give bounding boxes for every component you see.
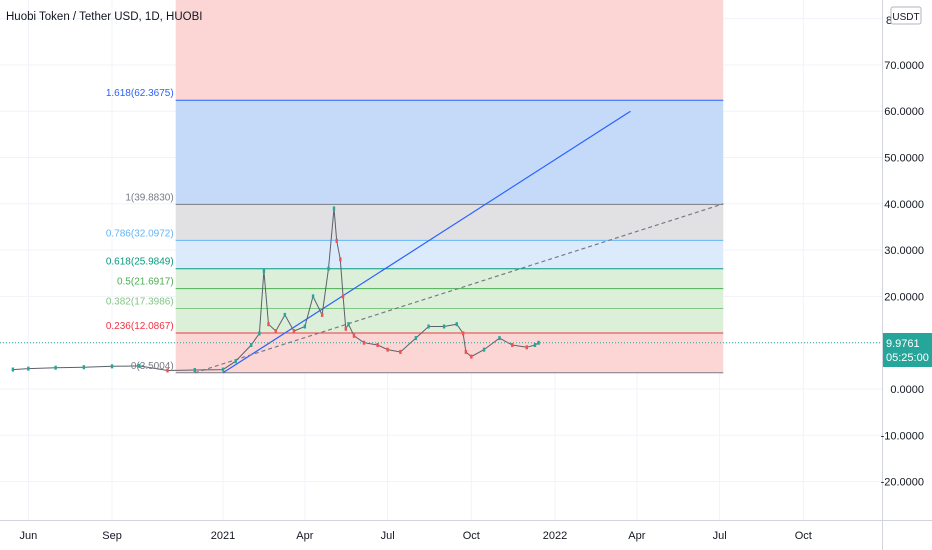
- price-point: [386, 347, 389, 352]
- fib-zones: [175, 0, 724, 373]
- price-point: [193, 368, 197, 373]
- time-axis[interactable]: Jun Sep 2021 Apr Jul Oct 2022 Apr Jul Oct: [19, 530, 811, 542]
- price-point: [262, 268, 266, 273]
- fib-lines: [175, 99, 724, 374]
- fib-label: 0.236(12.0867): [106, 321, 174, 332]
- price-point: [525, 345, 529, 350]
- trend-lines: [194, 110, 724, 374]
- price-tick-label: 60.0000: [884, 106, 924, 118]
- price-point: [442, 324, 446, 329]
- price-point: [464, 349, 468, 354]
- currency-button[interactable]: USDT: [890, 6, 922, 25]
- time-tick-label: 2021: [211, 530, 235, 542]
- price-point: [339, 257, 342, 262]
- price-point: [27, 366, 30, 371]
- currency-button-frame[interactable]: [890, 6, 922, 25]
- time-tick-label: Apr: [628, 530, 645, 542]
- price-point: [82, 365, 86, 370]
- price-tick-label: 50.0000: [884, 153, 924, 165]
- last-price-countdown: 05:25:00: [886, 352, 929, 364]
- time-tick-label: Oct: [795, 530, 812, 542]
- price-point: [54, 365, 57, 370]
- fib-label: 0.5(21.6917): [117, 277, 174, 288]
- time-tick-label: Apr: [296, 530, 313, 542]
- price-tick-label: 0.0000: [890, 384, 924, 396]
- price-point: [376, 343, 379, 348]
- price-point: [498, 336, 501, 341]
- price-point: [470, 354, 473, 359]
- price-point: [537, 340, 540, 345]
- time-tick-label: Sep: [102, 530, 122, 542]
- price-point: [249, 343, 253, 348]
- price-point: [335, 238, 338, 243]
- fib-label: 0(3.5004): [131, 361, 174, 372]
- price-tick-label: 30.0000: [884, 245, 924, 257]
- time-tick-label: Jun: [19, 530, 37, 542]
- fib-label: 1(39.8830): [125, 192, 173, 203]
- zone-0236: [175, 333, 724, 373]
- price-point: [267, 322, 270, 327]
- price-point: [110, 364, 114, 369]
- price-point: [166, 368, 169, 373]
- price-point: [303, 324, 307, 329]
- price-point: [347, 322, 350, 327]
- last-price-badge-bg: [883, 333, 932, 367]
- zone-0618: [175, 268, 724, 334]
- time-tick-label: Jul: [381, 530, 395, 542]
- zone-1: [175, 204, 724, 241]
- price-point: [511, 343, 514, 348]
- price-point: [399, 349, 402, 354]
- price-series: [0, 206, 882, 373]
- price-point: [221, 367, 225, 372]
- price-point: [341, 294, 345, 299]
- price-point: [274, 329, 277, 334]
- price-point: [11, 367, 15, 372]
- price-point: [332, 206, 336, 211]
- zone-0786: [175, 240, 724, 269]
- last-price-badge: 9.9761 05:25:00: [883, 333, 932, 367]
- price-tick-label: 20.0000: [884, 291, 924, 303]
- price-point: [283, 312, 287, 317]
- price-axis[interactable]: 70.0000 60.0000 50.0000 40.0000 30.0000 20.00…: [881, 15, 924, 489]
- price-point: [455, 322, 458, 327]
- price-point: [352, 333, 356, 338]
- currency-button-label[interactable]: USDT: [892, 12, 919, 23]
- last-price-value: 9.9761: [886, 338, 920, 350]
- price-tick-label: -20.0000: [881, 477, 924, 489]
- trend-line-solid: [222, 110, 631, 374]
- price-point: [344, 326, 347, 331]
- price-point: [414, 336, 418, 341]
- time-tick-label: Jul: [713, 530, 727, 542]
- price-point: [292, 329, 296, 334]
- price-point: [482, 347, 486, 352]
- price-tick-label-clipped: 8: [886, 15, 892, 27]
- price-point: [320, 312, 324, 317]
- price-point: [138, 363, 141, 368]
- fib-label: 0.618(25.9849): [106, 257, 174, 268]
- chart-title: Huobi Token / Tether USD, 1D, HUOBI: [6, 11, 202, 23]
- fib-label: 1.618(62.3675): [106, 88, 174, 99]
- zone-top-red: [175, 0, 724, 101]
- price-point: [461, 331, 465, 336]
- time-tick-label: 2022: [543, 530, 567, 542]
- price-point: [234, 359, 237, 364]
- price-tick-label: -10.0000: [881, 430, 924, 442]
- price-point: [533, 343, 537, 348]
- price-point: [327, 266, 330, 271]
- zone-1618: [175, 100, 724, 205]
- time-tick-label: Oct: [463, 530, 480, 542]
- trend-line-dashed: [194, 203, 724, 374]
- price-point: [311, 294, 315, 299]
- price-point: [427, 324, 430, 329]
- fib-label: 0.786(32.0972): [106, 228, 174, 239]
- fib-label: 0.382(17.3986): [106, 296, 174, 307]
- fib-labels: 1.618(62.3675) 1(39.8830) 0.786(32.0972) 0.…: [106, 88, 174, 372]
- price-tick-label: 40.0000: [884, 199, 924, 211]
- price-point: [258, 331, 261, 336]
- price-tick-label: 70.0000: [884, 60, 924, 72]
